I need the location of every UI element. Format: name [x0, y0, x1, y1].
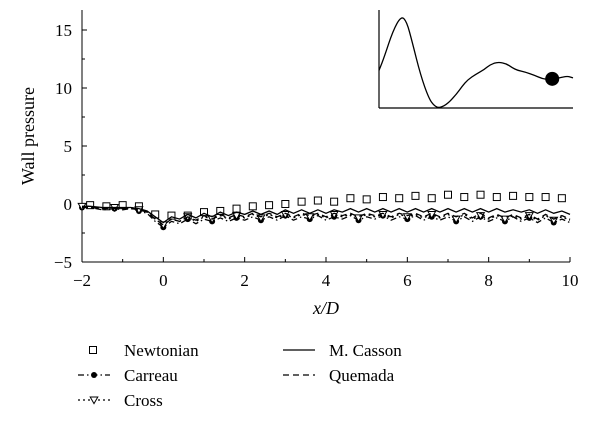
- data-point: [362, 195, 371, 204]
- y-axis-title: Wall pressure: [18, 87, 38, 185]
- series-line: [82, 206, 571, 226]
- data-point: [411, 191, 420, 200]
- legend-swatch-marker: [91, 372, 97, 378]
- data-point: [313, 196, 322, 205]
- x-tick-label: 6: [403, 271, 412, 290]
- data-point: [378, 193, 387, 202]
- x-axis-ticks: −2 0 2 4 6 8 10: [73, 257, 579, 290]
- legend-label: Newtonian: [124, 341, 199, 360]
- x-axis-title: x/D: [312, 298, 339, 318]
- legend-swatch-marker: [89, 396, 99, 405]
- data-point: [541, 193, 550, 202]
- y-tick-label: 15: [55, 21, 72, 40]
- series-m-casson: [82, 205, 571, 224]
- y-tick-label: −5: [54, 253, 72, 272]
- legend-label: Cross: [124, 391, 163, 410]
- data-point: [460, 193, 469, 202]
- legend-swatch: [89, 346, 97, 354]
- x-tick-label: 2: [240, 271, 249, 290]
- data-point: [444, 190, 452, 199]
- data-point: [330, 197, 339, 206]
- x-tick-label: −2: [73, 271, 91, 290]
- y-tick-label: 5: [64, 137, 73, 156]
- data-point: [265, 201, 274, 210]
- x-tick-label: 0: [159, 271, 168, 290]
- data-point: [525, 193, 534, 202]
- series-line: [82, 205, 571, 224]
- data-point: [557, 194, 566, 203]
- series-line: [82, 206, 571, 228]
- data-point: [427, 194, 436, 203]
- legend-item-m-casson: M. Casson: [283, 341, 402, 360]
- data-point: [476, 190, 485, 199]
- y-tick-label: 0: [64, 195, 73, 214]
- series-newtonian: [86, 190, 566, 220]
- data-point: [346, 194, 355, 203]
- data-point: [378, 210, 388, 220]
- y-tick-label: 10: [55, 79, 72, 98]
- data-point: [395, 194, 404, 203]
- legend-label: Quemada: [329, 366, 395, 385]
- data-point: [248, 202, 257, 211]
- legend-item-carreau: Carreau: [78, 366, 178, 385]
- data-point: [509, 191, 518, 200]
- x-tick-label: 10: [562, 271, 579, 290]
- data-point: [281, 200, 290, 208]
- inset-marker-dot: [545, 71, 560, 86]
- data-point: [86, 201, 95, 210]
- inset-curve: [378, 17, 574, 108]
- legend-item-newtonian: Newtonian: [89, 341, 199, 360]
- series-layer: [77, 190, 571, 231]
- inset-panel: [378, 10, 574, 109]
- legend-label: M. Casson: [329, 341, 402, 360]
- x-tick-label: 8: [484, 271, 493, 290]
- series-quemada: [82, 206, 571, 226]
- legend-item-cross: Cross: [78, 391, 163, 410]
- x-tick-label: 4: [322, 271, 331, 290]
- data-point: [232, 204, 241, 213]
- data-point: [102, 202, 111, 211]
- data-point: [492, 193, 501, 202]
- legend: Newtonian Carreau Cross M. Casson Quemada: [78, 341, 402, 410]
- legend-label: Carreau: [124, 366, 178, 385]
- data-point: [297, 197, 306, 206]
- plot-frame: [81, 10, 570, 263]
- legend-item-quemada: Quemada: [283, 366, 395, 385]
